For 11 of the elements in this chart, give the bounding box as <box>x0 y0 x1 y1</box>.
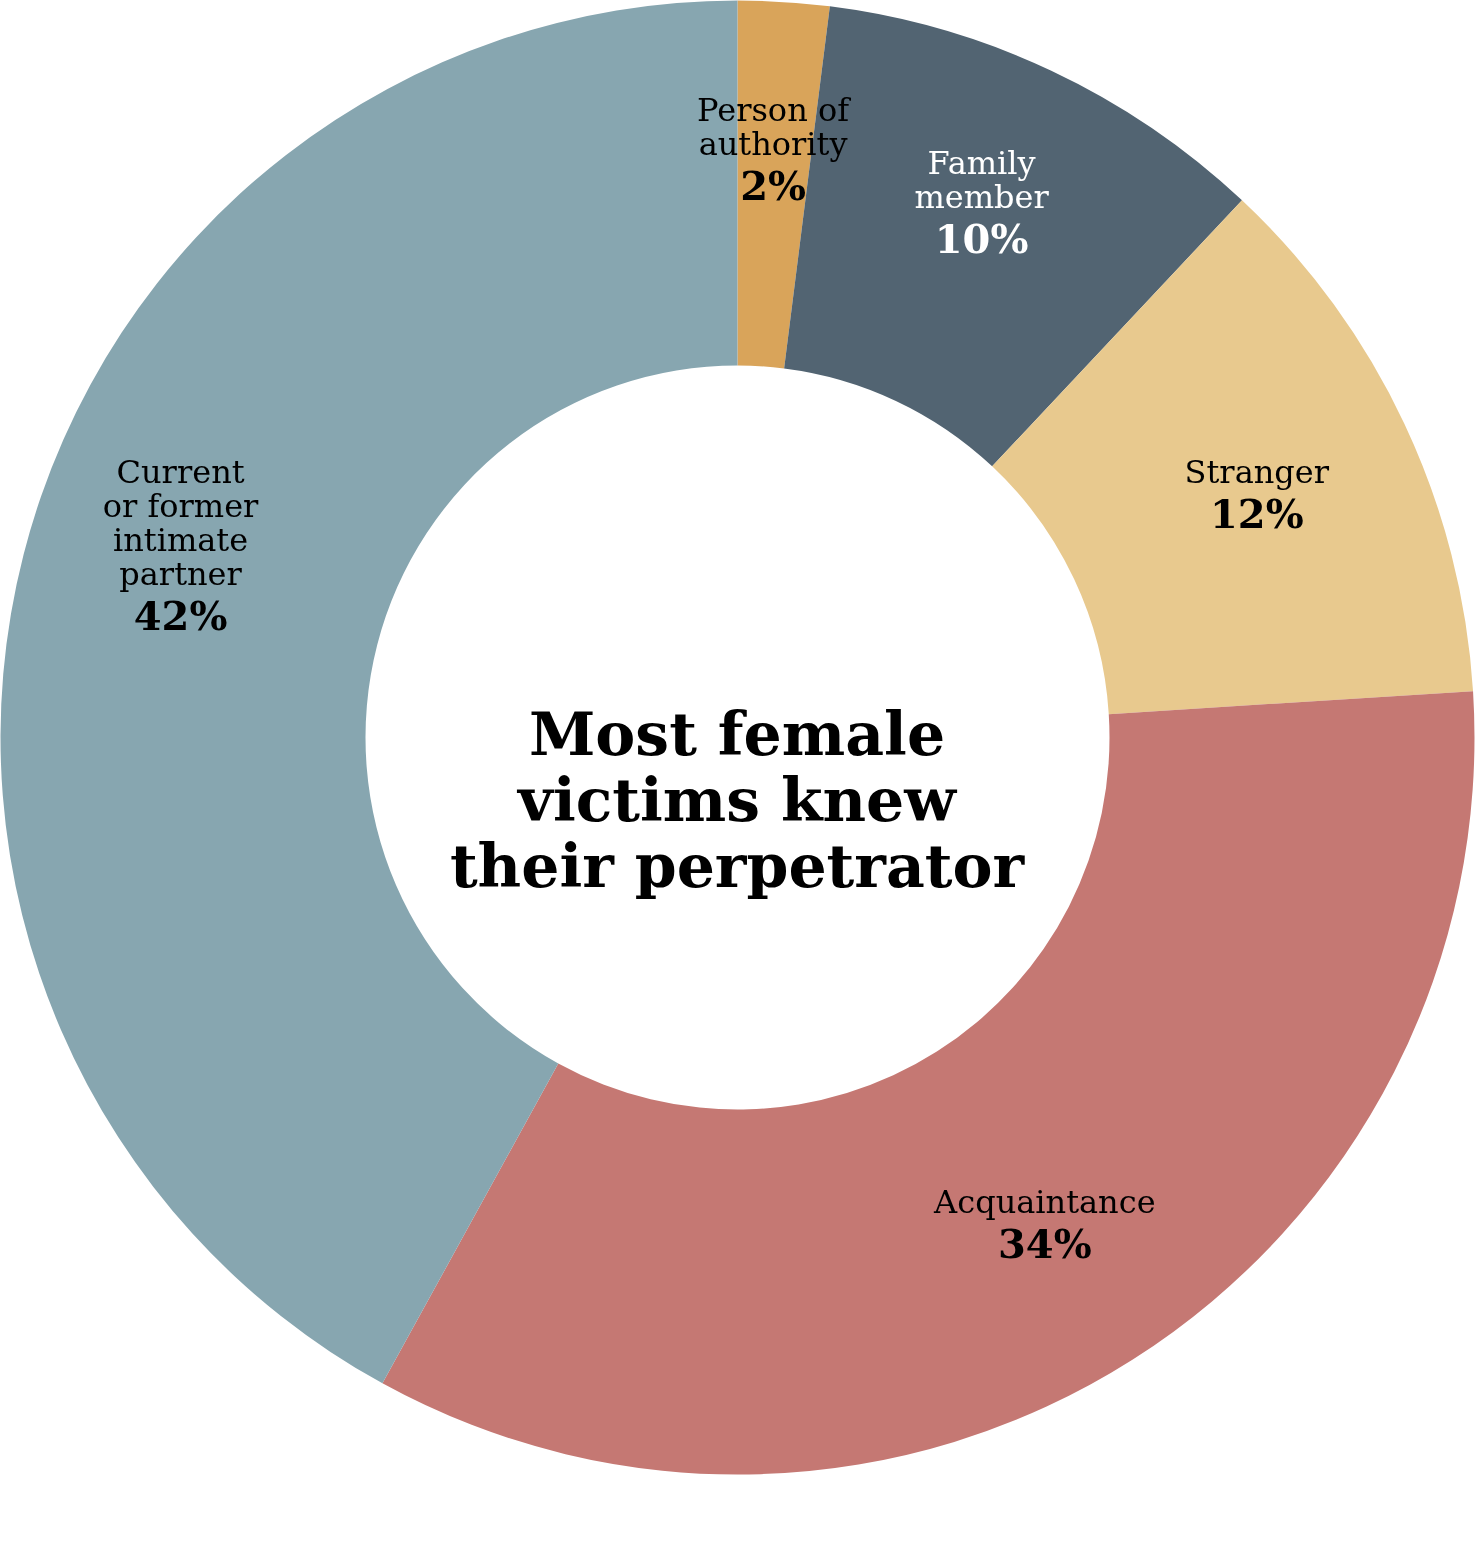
text: Most female victims knew their perpetrator <box>449 699 1026 901</box>
donut-slice <box>382 691 1474 1475</box>
data-label: 2% <box>740 161 806 209</box>
slice-label: Acquaintance <box>933 1183 1156 1222</box>
data-label: 10% <box>934 215 1029 263</box>
slice-label: Current or former intimate partner <box>102 453 260 594</box>
data-label: 42% <box>133 592 228 640</box>
slice-label: Stranger <box>1184 453 1330 492</box>
data-label: 12% <box>1209 490 1304 538</box>
slice-label: Family member <box>914 144 1050 217</box>
data-label: 34% <box>998 1220 1092 1268</box>
